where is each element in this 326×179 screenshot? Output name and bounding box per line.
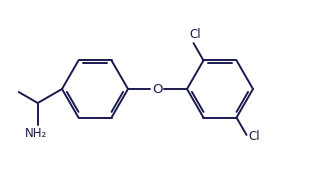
Text: Cl: Cl <box>190 28 201 41</box>
Text: NH₂: NH₂ <box>25 127 47 140</box>
Text: O: O <box>152 83 163 96</box>
Text: Cl: Cl <box>248 130 260 143</box>
